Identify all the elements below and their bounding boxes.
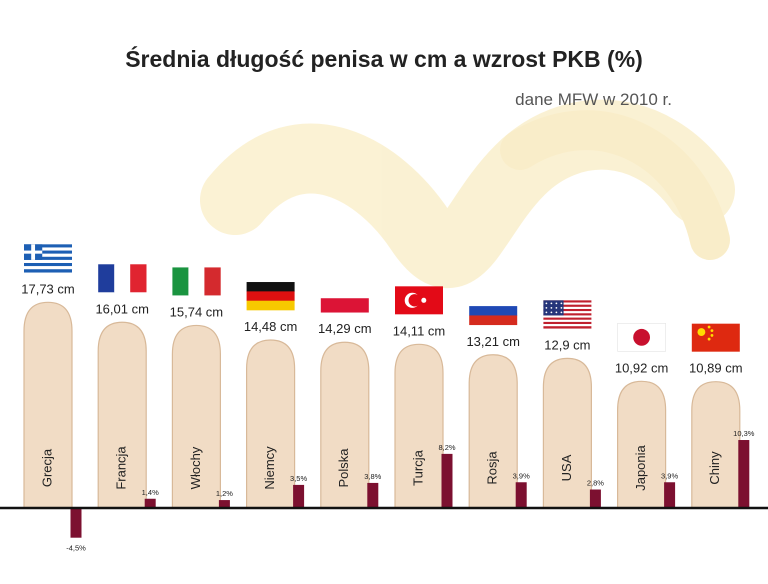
- gdp-value-label: 3,9%: [513, 471, 530, 480]
- gdp-bar-usa: [589, 489, 601, 508]
- gdp-value-label: 1,2%: [216, 489, 233, 498]
- gdp-bar-rosja: [515, 482, 527, 508]
- category-label: Francja: [114, 446, 129, 490]
- usa-flag: [543, 300, 592, 329]
- length-value-label: 13,21 cm: [466, 334, 519, 349]
- gdp-value-label: 3,9%: [661, 471, 678, 480]
- length-shape-niemcy: [246, 339, 296, 509]
- germany-flag: [246, 282, 295, 311]
- italy-flag: [172, 267, 221, 296]
- length-shape-chiny: [691, 381, 741, 509]
- russia-flag: [469, 296, 518, 326]
- category-label: USA: [559, 454, 574, 481]
- category-label: Niemcy: [262, 446, 277, 490]
- length-value-label: 14,11 cm: [393, 323, 446, 338]
- gdp-bar-chiny: [738, 440, 750, 508]
- gdp-bar-polska: [367, 482, 379, 508]
- gdp-value-label: 2,8%: [587, 479, 604, 488]
- gdp-bar-japonia: [664, 482, 676, 508]
- chart-title: Średnia długość penisa w cm a wzrost PKB…: [125, 46, 643, 72]
- greece-flag: [24, 244, 72, 273]
- turkey-flag: [395, 286, 443, 315]
- length-value-label: 14,48 cm: [244, 319, 297, 334]
- category-label: Grecja: [39, 448, 54, 487]
- gdp-bar-włochy: [218, 500, 230, 508]
- gdp-bar-turcja: [441, 453, 453, 508]
- gdp-value-label: 3,8%: [364, 472, 381, 481]
- length-value-label: 15,74 cm: [170, 304, 223, 319]
- gdp-value-label: 10,3%: [733, 429, 755, 438]
- length-shape-polska: [320, 341, 370, 509]
- gdp-bar-francja: [144, 498, 156, 508]
- category-label: Polska: [336, 448, 351, 488]
- length-shape-włochy: [171, 324, 221, 509]
- length-shape-rosja: [468, 354, 518, 509]
- france-flag: [98, 264, 147, 293]
- gdp-bar-grecja: [70, 508, 82, 538]
- gdp-value-label: 8,2%: [438, 443, 455, 452]
- measuring-tape-illustration: [200, 99, 735, 288]
- poland-flag: [320, 284, 369, 313]
- gdp-value-label: 3,5%: [290, 474, 307, 483]
- length-value-label: 16,01 cm: [95, 301, 148, 316]
- category-label: Chiny: [707, 451, 722, 485]
- length-shape-francja: [97, 321, 147, 509]
- chart-subtitle: dane MFW w 2010 r.: [515, 90, 672, 109]
- length-shape-turcja: [394, 343, 444, 509]
- category-label: Turcja: [410, 449, 425, 485]
- japan-flag: [617, 323, 666, 352]
- category-label: Włochy: [188, 446, 203, 489]
- length-value-label: 10,89 cm: [689, 361, 742, 376]
- category-label: Rosja: [485, 451, 500, 485]
- length-shape-grecja: [23, 301, 73, 509]
- gdp-bar-niemcy: [293, 484, 305, 508]
- length-shape-japonia: [617, 380, 667, 509]
- length-value-label: 17,73 cm: [21, 281, 74, 296]
- length-value-label: 12,9 cm: [544, 337, 590, 352]
- gdp-value-label: -4,5%: [66, 544, 86, 553]
- category-label: Japonia: [633, 444, 648, 490]
- length-shape-usa: [542, 357, 592, 509]
- length-value-label: 10,92 cm: [615, 360, 668, 375]
- china-flag: [691, 323, 740, 352]
- gdp-value-label: 1,4%: [142, 488, 159, 497]
- length-value-label: 14,29 cm: [318, 321, 371, 336]
